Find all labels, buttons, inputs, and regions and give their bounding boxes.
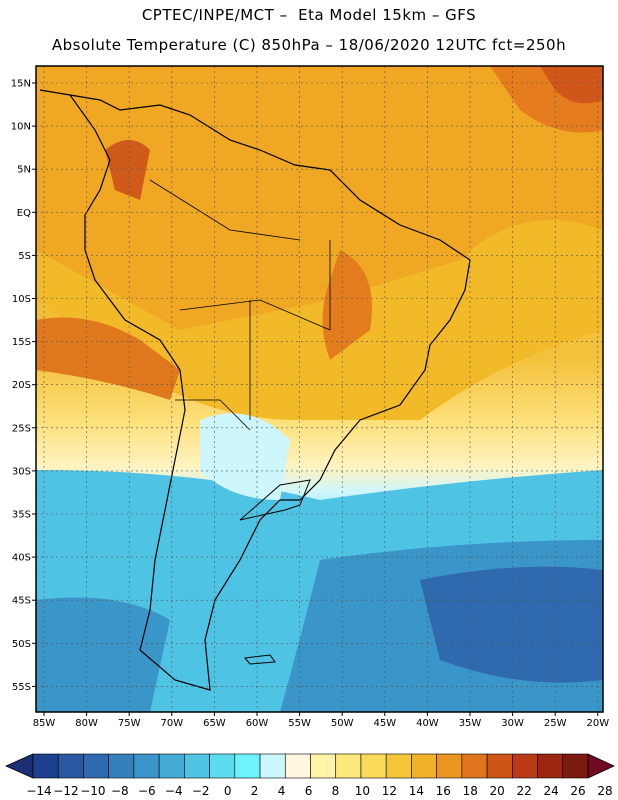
lon-label: 45W bbox=[373, 718, 396, 729]
colorbar-label: 18 bbox=[463, 784, 478, 798]
lat-label: 10N bbox=[11, 122, 31, 133]
lon-label: 85W bbox=[33, 718, 56, 729]
colorbar-label: −4 bbox=[165, 784, 183, 798]
colorbar-labels: −14 −12 −10 −8 −6 −4 −2 0 2 4 6 8 10 12 14 16 18 20 22 24 26… bbox=[26, 784, 612, 798]
colorbar-label: 26 bbox=[570, 784, 585, 798]
colorbar-label: 4 bbox=[278, 784, 286, 798]
lat-label: 30S bbox=[12, 466, 31, 477]
lat-label: 40S bbox=[12, 553, 31, 564]
colorbar bbox=[5, 753, 615, 779]
lon-label: 30W bbox=[501, 718, 524, 729]
colorbar-swatch bbox=[385, 753, 412, 779]
colorbar-swatch bbox=[234, 753, 261, 779]
colorbar-label: −12 bbox=[53, 784, 78, 798]
colorbar-swatch bbox=[562, 753, 589, 779]
coldest-core bbox=[420, 566, 603, 683]
lon-label: 75W bbox=[118, 718, 141, 729]
lon-label: 80W bbox=[75, 718, 98, 729]
colorbar-swatch bbox=[57, 753, 84, 779]
lat-label: 45S bbox=[12, 596, 31, 607]
longitude-labels: 85W 80W 75W 70W 65W 60W 55W 50W 45W 40W 35W 30W 25W 2… bbox=[33, 718, 610, 729]
south-america-coastline bbox=[39, 89, 471, 691]
lon-label: 50W bbox=[331, 718, 354, 729]
country-borders bbox=[149, 179, 331, 431]
pacific-hot-spot bbox=[36, 317, 180, 400]
colorbar-swatch bbox=[83, 753, 109, 779]
colorbar-swatch bbox=[158, 753, 185, 779]
colorbar-label: −14 bbox=[26, 784, 51, 798]
colorbar-label: 6 bbox=[305, 784, 313, 798]
pampas-cool-zone bbox=[200, 413, 290, 500]
lon-label: 60W bbox=[246, 718, 269, 729]
colorbar-swatch bbox=[335, 753, 362, 779]
lon-label: 20W bbox=[586, 718, 609, 729]
colorbar-label: 8 bbox=[332, 784, 340, 798]
lat-label: 25S bbox=[12, 423, 31, 434]
lat-label: 20S bbox=[12, 380, 31, 391]
map-field bbox=[36, 66, 603, 712]
colorbar-label: 28 bbox=[597, 784, 612, 798]
brazil-hot-spot bbox=[322, 250, 372, 360]
colorbar-swatch bbox=[108, 753, 135, 779]
lat-label: EQ bbox=[17, 208, 31, 219]
colorbar-label: 2 bbox=[251, 784, 259, 798]
lat-label: 50S bbox=[12, 639, 31, 650]
colorbar-swatch bbox=[461, 753, 488, 779]
colorbar-under-arrow bbox=[5, 753, 34, 779]
colorbar-label: −2 bbox=[192, 784, 210, 798]
colorbar-swatch bbox=[310, 753, 337, 779]
colorbar-label: −6 bbox=[138, 784, 156, 798]
lat-label: 5N bbox=[17, 165, 31, 176]
lat-label: 10S bbox=[12, 294, 31, 305]
map-frame bbox=[35, 65, 604, 713]
colorbar-swatch bbox=[133, 753, 160, 779]
lat-label: 35S bbox=[12, 510, 31, 521]
continent-warm-field bbox=[36, 66, 603, 330]
colorbar-swatch bbox=[537, 753, 564, 779]
lon-label: 65W bbox=[203, 718, 226, 729]
lat-label: 55S bbox=[12, 682, 31, 693]
colorbar-label: 10 bbox=[355, 784, 370, 798]
colorbar-label: 20 bbox=[490, 784, 505, 798]
colorbar-label: 0 bbox=[224, 784, 232, 798]
colorbar-swatch bbox=[284, 753, 311, 779]
colorbar-over-arrow bbox=[587, 753, 615, 779]
lat-label: 15N bbox=[11, 79, 31, 90]
colorbar-label: 16 bbox=[436, 784, 451, 798]
colorbar-swatch bbox=[411, 753, 437, 779]
lon-label: 70W bbox=[160, 718, 183, 729]
colorbar-label: −10 bbox=[80, 784, 105, 798]
colorbar-label: 14 bbox=[409, 784, 424, 798]
colorbar-swatch bbox=[486, 753, 513, 779]
colorbar-swatch bbox=[32, 753, 59, 779]
colorbar-swatch bbox=[436, 753, 463, 779]
falkland-islands-outline bbox=[244, 654, 276, 665]
chart-title: CPTEC/INPE/MCT – Eta Model 15km – GFS bbox=[141, 6, 477, 24]
colorbar-swatch bbox=[360, 753, 387, 779]
lon-label: 40W bbox=[416, 718, 439, 729]
caribbean-hot-core bbox=[540, 66, 603, 104]
colorbar-swatch bbox=[209, 753, 236, 779]
colorbar-label: 22 bbox=[517, 784, 532, 798]
lon-label: 35W bbox=[459, 718, 482, 729]
colorbar-swatch bbox=[184, 753, 210, 779]
latitude-labels: 15N 10N 5N EQ 5S 10S 15S 20S 25S 30S 35S 40S 45S 50S 5… bbox=[11, 79, 31, 693]
lon-label: 55W bbox=[288, 718, 311, 729]
lat-label: 15S bbox=[12, 337, 31, 348]
chart-subtitle: Absolute Temperature (C) 850hPa – 18/06/… bbox=[51, 36, 567, 54]
lon-label: 25W bbox=[544, 718, 567, 729]
colorbar-label: 12 bbox=[382, 784, 397, 798]
lat-label: 5S bbox=[18, 251, 31, 262]
colorbar-label: 24 bbox=[543, 784, 558, 798]
andes-hot-spot bbox=[105, 140, 150, 200]
cold-south-pacific bbox=[36, 597, 170, 712]
colorbar-swatch bbox=[512, 753, 538, 779]
rio-de-la-plata-outline bbox=[239, 479, 311, 521]
colorbar-label: −8 bbox=[111, 784, 129, 798]
colorbar-swatch bbox=[259, 753, 286, 779]
